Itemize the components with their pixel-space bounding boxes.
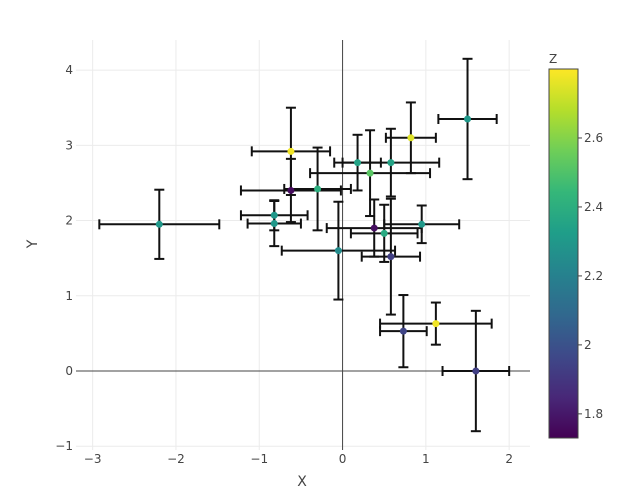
tick-labels: −3 −2 −1 0 1 2 −1 0 1 2 3 4 — [55, 63, 513, 466]
grid — [76, 40, 530, 450]
data-point — [418, 220, 426, 228]
y-tick-label: 2 — [65, 214, 73, 228]
colorbar-tick-label: 2.6 — [584, 131, 603, 145]
x-tick-label: 2 — [505, 452, 513, 466]
data-point — [387, 159, 395, 167]
data-point — [472, 367, 480, 375]
data-point — [432, 320, 440, 328]
y-tick-label: 3 — [65, 138, 73, 152]
x-tick-label: −2 — [167, 452, 185, 466]
error-bars — [98, 57, 511, 433]
zero-lines — [76, 40, 530, 450]
colorbar-tick-label: 2 — [584, 338, 592, 352]
y-axis-title: Y — [25, 239, 41, 249]
data-point — [287, 147, 295, 155]
x-tick-label: 1 — [422, 452, 430, 466]
x-tick-label: −3 — [84, 452, 102, 466]
data-point — [366, 169, 374, 177]
colorbar-tick-label: 2.2 — [584, 269, 603, 283]
data-point — [370, 224, 378, 232]
data-point — [387, 253, 395, 261]
x-tick-label: 0 — [339, 452, 347, 466]
data-point — [287, 186, 295, 194]
colorbar-title: Z — [549, 52, 557, 66]
data-point — [334, 247, 342, 255]
y-tick-label: 0 — [65, 364, 73, 378]
y-tick-label: 4 — [65, 63, 73, 77]
data-point — [407, 134, 415, 142]
data-point — [155, 220, 163, 228]
data-point — [354, 159, 362, 167]
data-points — [155, 115, 480, 375]
data-point — [399, 327, 407, 335]
data-point — [380, 229, 388, 237]
colorbar-ticks: 1.8 2 2.2 2.4 2.6 — [578, 131, 603, 421]
colorbar-gradient — [548, 68, 579, 439]
data-point — [314, 185, 322, 193]
data-point — [270, 211, 278, 219]
data-point — [270, 220, 278, 228]
colorbar-tick-label: 2.4 — [584, 200, 603, 214]
x-axis-title: X — [297, 474, 307, 490]
y-tick-label: 1 — [65, 289, 73, 303]
colorbar: Z 1.8 2 2.2 2.4 2.6 — [548, 52, 603, 439]
colorbar-tick-label: 1.8 — [584, 407, 603, 421]
data-point — [464, 115, 472, 123]
x-tick-label: −1 — [250, 452, 268, 466]
y-tick-label: −1 — [55, 439, 73, 453]
